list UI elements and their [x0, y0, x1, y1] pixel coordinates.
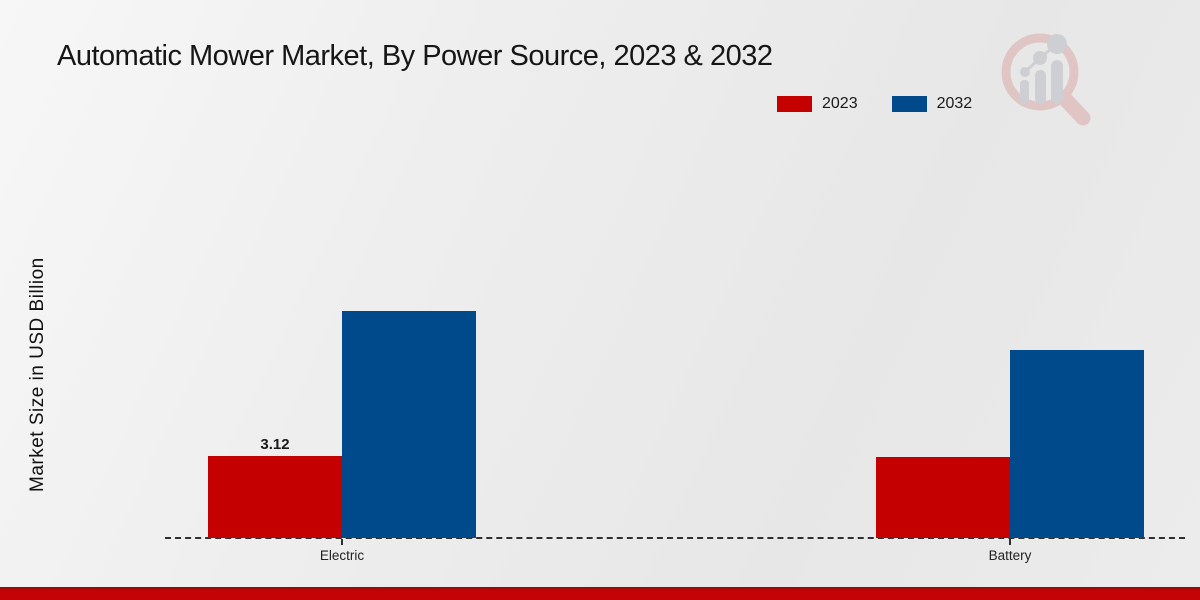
legend: 2023 2032 — [777, 95, 972, 113]
legend-swatch-2023 — [777, 96, 812, 112]
x-tick-battery — [1009, 539, 1011, 545]
bar-battery-2032 — [1010, 350, 1144, 538]
magnifier-bar-chart-logo-icon — [1001, 33, 1091, 126]
legend-item-2032: 2032 — [891, 95, 973, 113]
bar-electric-2032 — [342, 311, 476, 538]
x-category-label-electric: Electric — [319, 548, 365, 563]
footer-accent-bar — [0, 587, 1200, 600]
x-tick-electric — [341, 539, 343, 545]
legend-label-2032: 2032 — [936, 95, 973, 112]
legend-item-2023: 2023 — [777, 95, 858, 113]
x-category-label-battery: Battery — [988, 548, 1032, 563]
chart-title: Automatic Mower Market, By Power Source,… — [57, 40, 773, 72]
legend-swatch-2032 — [891, 96, 927, 112]
bar-electric-2023 — [208, 456, 342, 538]
x-axis-baseline — [165, 537, 1185, 539]
bar-value-label-electric-2023: 3.12 — [260, 436, 290, 453]
legend-label-2023: 2023 — [822, 95, 858, 112]
bar-battery-2023 — [876, 457, 1010, 538]
